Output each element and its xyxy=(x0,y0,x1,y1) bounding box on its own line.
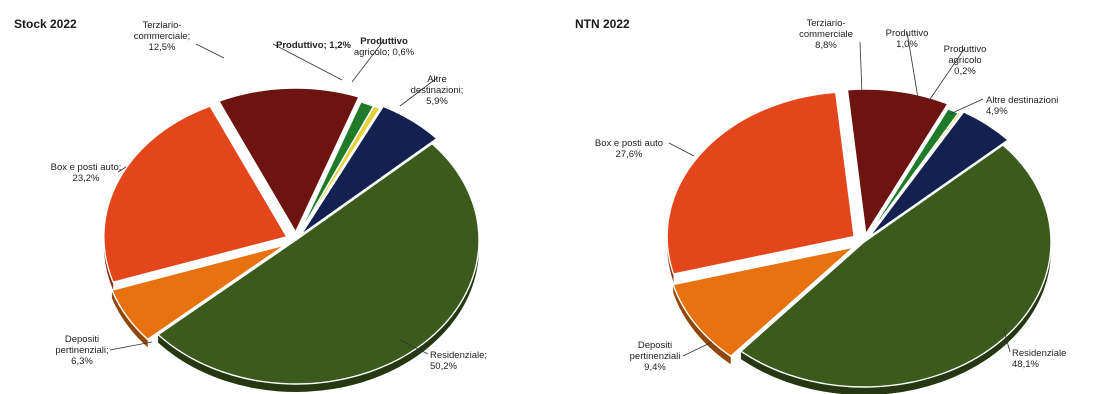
data-label-text: Produttivo xyxy=(360,36,408,47)
data-label-text: 0,2% xyxy=(954,66,976,77)
pie-slice-terziario-commerciale xyxy=(846,88,949,235)
leader-line xyxy=(109,341,153,351)
leader-line xyxy=(927,47,966,103)
pie-slice-terziario-commerciale xyxy=(218,87,360,233)
pie-slice-produttivo-agricolo xyxy=(865,112,962,240)
data-label-text: Terziario- xyxy=(142,20,181,31)
data-label-produttivo: Produttivo; 1,2% xyxy=(272,40,352,81)
data-label-text: agricolo xyxy=(948,55,981,66)
pie-slice-box-e-posti-auto xyxy=(103,105,288,283)
pie-slice-residenziale xyxy=(157,142,480,385)
data-label-box-e-posti-auto: Box e posti auto;23,2% xyxy=(51,162,127,184)
data-label-terziario-commerciale: Terziario-commerciale;12,5% xyxy=(134,20,225,59)
chart-title: Stock 2022 xyxy=(14,17,77,31)
pie-slice-altre-destinazioni xyxy=(300,105,438,236)
leader-line xyxy=(949,98,984,115)
data-label-text: Depositi xyxy=(638,340,672,351)
leader-line xyxy=(1003,329,1011,353)
leader-line xyxy=(195,43,225,59)
data-label-text: 1,0% xyxy=(896,39,918,50)
pie-slice-altre-destinazioni xyxy=(868,111,1009,238)
chart-title: NTN 2022 xyxy=(575,17,630,31)
data-label-text: Altre xyxy=(427,74,447,85)
data-label-text: Altre destinazioni xyxy=(986,95,1058,106)
data-label-text: Depositi xyxy=(65,334,99,345)
pie-side-depositi-pertinenziali xyxy=(673,284,731,365)
leader-line xyxy=(399,77,438,107)
data-label-text: 50,2% xyxy=(430,361,457,372)
data-label-text: 4,9% xyxy=(986,106,1008,117)
pie-side-depositi-pertinenziali xyxy=(111,290,148,348)
pie-slice-residenziale xyxy=(740,144,1052,388)
data-label-text: commerciale; xyxy=(134,31,191,42)
pie-slice-box-e-posti-auto xyxy=(666,91,855,275)
data-label-text: 27,6% xyxy=(616,149,643,160)
data-label-text: 6,3% xyxy=(71,356,93,367)
data-label-text: Produttivo xyxy=(886,28,929,39)
data-label-text: Box e posti auto; xyxy=(51,162,122,173)
data-label-text: Residenziale xyxy=(1012,348,1066,359)
data-label-text: 5,9% xyxy=(426,96,448,107)
data-label-text: commerciale xyxy=(799,29,853,40)
data-label-text: pertinenziali; xyxy=(55,345,108,356)
leader-line xyxy=(117,166,127,173)
data-label-text: pertinenziali xyxy=(630,351,681,362)
data-label-text: Terziario- xyxy=(806,18,845,29)
data-label-text: destinazioni; xyxy=(411,85,464,96)
leader-line xyxy=(351,39,385,83)
data-label-text: agricolo; 0,6% xyxy=(354,47,415,58)
data-label-text: 12,5% xyxy=(149,42,176,53)
data-label-text: 8,8% xyxy=(815,40,837,51)
leader-line xyxy=(682,341,713,357)
leader-line xyxy=(859,41,863,95)
data-label-text: 23,2% xyxy=(73,173,100,184)
data-label-text: 48,1% xyxy=(1012,359,1039,370)
leader-line xyxy=(668,142,695,157)
leader-line xyxy=(399,339,429,355)
pie-chart-stock-2022: Stock 2022 Residenziale;50,2% Depositipert… xyxy=(14,17,487,393)
pie-slice-depositi-pertinenziali xyxy=(111,244,287,341)
leader-line xyxy=(906,31,919,99)
leader-line xyxy=(272,43,343,81)
data-label-text: Produttivo xyxy=(944,44,987,55)
data-label-text: Residenziale; xyxy=(430,350,487,361)
pie-slice-depositi-pertinenziali xyxy=(672,246,855,357)
data-label-text: 9,4% xyxy=(644,362,666,373)
pie-slice-produttivo-agricolo xyxy=(297,105,381,238)
data-label-text: Box e posti auto xyxy=(595,138,663,149)
data-label-residenziale: Residenziale;50,2% xyxy=(399,339,487,372)
data-label-text: Produttivo; 1,2% xyxy=(276,40,352,51)
